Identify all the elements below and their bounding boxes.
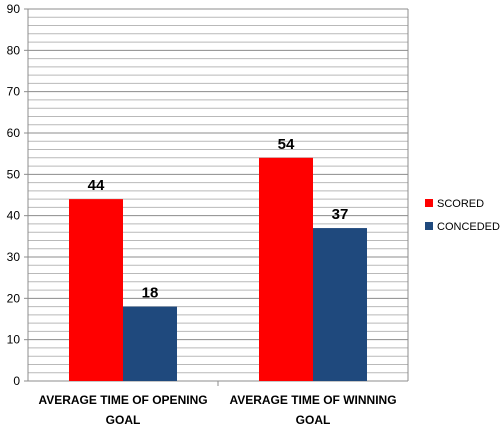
bar-conceded-1 — [123, 306, 177, 381]
legend-swatch-scored — [425, 199, 433, 207]
x-category-label-1: AVERAGE TIME OF OPENING GOAL — [38, 393, 207, 427]
y-tick-label: 0 — [13, 374, 20, 388]
y-tick-label: 50 — [7, 167, 21, 181]
x-category-label-2: AVERAGE TIME OF WINNING GOAL — [229, 393, 396, 427]
legend-label-conceded: CONCEDED — [437, 221, 500, 233]
data-label-scored-2: 54 — [278, 136, 295, 153]
legend: SCORED CONCEDED — [425, 198, 500, 233]
y-tick-label: 80 — [7, 43, 21, 57]
y-tick-label: 70 — [7, 85, 21, 99]
data-label-conceded-2: 37 — [332, 206, 349, 223]
y-tick-label: 40 — [7, 209, 21, 223]
data-label-conceded-1: 18 — [142, 285, 159, 302]
legend-label-scored: SCORED — [437, 198, 484, 210]
data-labels: 44 18 54 37 — [88, 136, 349, 302]
bar-conceded-2 — [313, 228, 367, 381]
y-axis-ticks: 0 10 20 30 40 50 60 70 80 90 — [7, 2, 28, 388]
bar-scored-1 — [69, 199, 123, 381]
y-tick-label: 10 — [7, 333, 21, 347]
legend-swatch-conceded — [425, 222, 433, 230]
bars — [69, 157, 367, 381]
bar-scored-2 — [259, 157, 313, 381]
y-tick-label: 60 — [7, 126, 21, 140]
x-axis-categories: AVERAGE TIME OF OPENING GOAL AVERAGE TIME … — [38, 393, 396, 427]
y-tick-label: 30 — [7, 250, 21, 264]
data-label-scored-1: 44 — [88, 177, 105, 194]
y-tick-label: 90 — [7, 2, 21, 16]
y-tick-label: 20 — [7, 291, 21, 305]
